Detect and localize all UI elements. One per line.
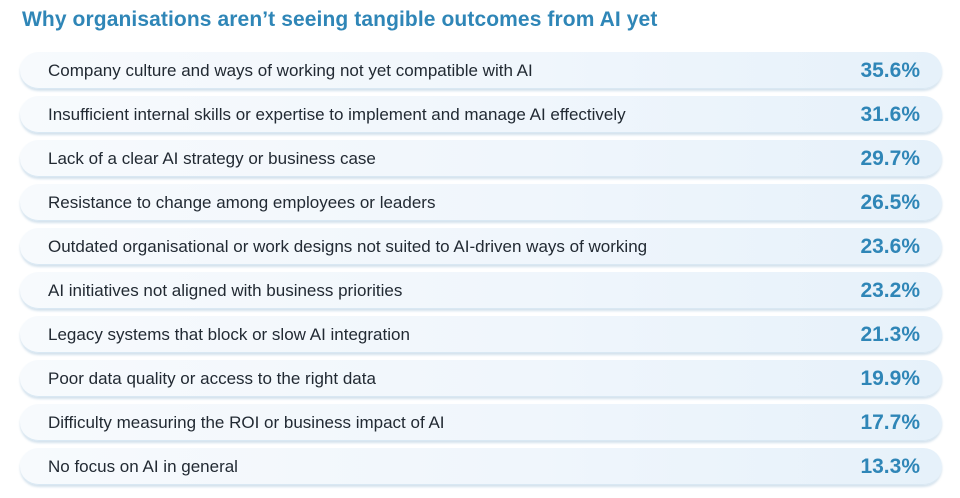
result-value: 35.6% <box>860 59 920 82</box>
result-value: 19.9% <box>860 367 920 390</box>
result-row: Legacy systems that block or slow AI int… <box>20 316 942 353</box>
result-row: Insufficient internal skills or expertis… <box>20 96 942 133</box>
chart-title: Why organisations aren’t seeing tangible… <box>22 8 658 31</box>
result-label: Outdated organisational or work designs … <box>48 237 648 256</box>
result-row: Lack of a clear AI strategy or business … <box>20 140 942 177</box>
result-row: Company culture and ways of working not … <box>20 52 942 89</box>
result-value: 23.6% <box>860 235 920 258</box>
result-row: AI initiatives not aligned with business… <box>20 272 942 309</box>
result-row: Difficulty measuring the ROI or business… <box>20 404 942 441</box>
result-label: Poor data quality or access to the right… <box>48 369 376 388</box>
result-value: 21.3% <box>860 323 920 346</box>
result-label: Lack of a clear AI strategy or business … <box>48 149 376 168</box>
result-row: Outdated organisational or work designs … <box>20 228 942 265</box>
result-label: No focus on AI in general <box>48 457 238 476</box>
result-value: 26.5% <box>860 191 920 214</box>
result-label: Company culture and ways of working not … <box>48 61 533 80</box>
result-row: Poor data quality or access to the right… <box>20 360 942 397</box>
result-label: Legacy systems that block or slow AI int… <box>48 325 410 344</box>
result-label: Resistance to change among employees or … <box>48 193 436 212</box>
result-label: Insufficient internal skills or expertis… <box>48 105 626 124</box>
result-label: AI initiatives not aligned with business… <box>48 281 403 300</box>
result-value: 13.3% <box>860 455 920 478</box>
result-row: Resistance to change among employees or … <box>20 184 942 221</box>
result-row: No focus on AI in general 13.3% <box>20 448 942 485</box>
results-list: Company culture and ways of working not … <box>20 52 942 492</box>
result-value: 17.7% <box>860 411 920 434</box>
result-value: 23.2% <box>860 279 920 302</box>
result-label: Difficulty measuring the ROI or business… <box>48 413 445 432</box>
result-value: 31.6% <box>860 103 920 126</box>
result-value: 29.7% <box>860 147 920 170</box>
